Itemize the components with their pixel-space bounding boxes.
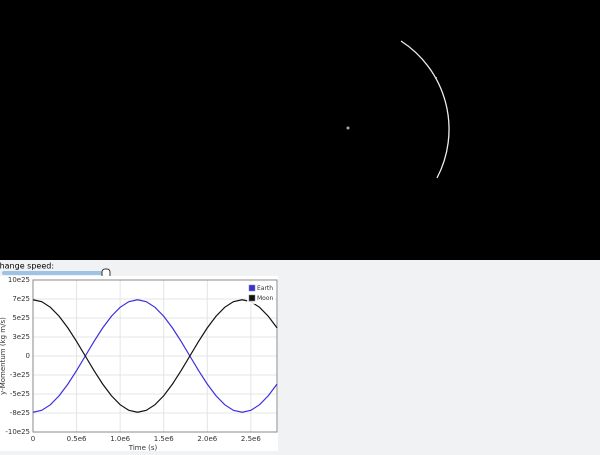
scene-canvas[interactable] — [0, 0, 600, 260]
y-tick-label: 3e25 — [12, 333, 30, 341]
series-line — [32, 299, 278, 413]
y-tick-label: 10e25 — [8, 276, 30, 284]
legend-swatch — [248, 284, 256, 292]
x-tick-label: 2.5e6 — [241, 435, 261, 443]
x-tick-label: 2.0e6 — [197, 435, 217, 443]
x-tick-label: 0.5e6 — [67, 435, 87, 443]
x-tick-label: 1.0e6 — [110, 435, 130, 443]
plot-frame — [32, 279, 278, 433]
y-axis-title: y-Momentum (kg m/s) — [0, 317, 7, 395]
speed-label: Change speed: — [0, 262, 54, 271]
x-axis-title: Time (s) — [128, 444, 158, 451]
legend-label: Earth — [257, 285, 273, 292]
y-tick-label: 7e25 — [12, 295, 30, 303]
y-tick-label: -8e25 — [10, 409, 30, 417]
slider-track[interactable] — [2, 271, 106, 275]
earth — [346, 126, 350, 130]
orbit-trail — [400, 40, 450, 179]
x-tick-label: 0 — [31, 435, 35, 443]
y-tick-label: -5e25 — [10, 390, 30, 398]
series-line — [32, 299, 278, 413]
y-tick-label: -3e25 — [10, 371, 30, 379]
legend-swatch — [248, 294, 256, 302]
y-tick-label: 0 — [26, 352, 30, 360]
x-tick-label: 1.5e6 — [154, 435, 174, 443]
y-tick-label: 5e25 — [12, 314, 30, 322]
graph: -10e25 -8e25 -5e25 -3e25 0 3e25 5e25 7e25 10e25 0… — [5, 276, 278, 443]
legend-label: Moon — [257, 295, 274, 302]
moon — [435, 77, 437, 79]
y-tick-label: -10e25 — [5, 428, 30, 436]
